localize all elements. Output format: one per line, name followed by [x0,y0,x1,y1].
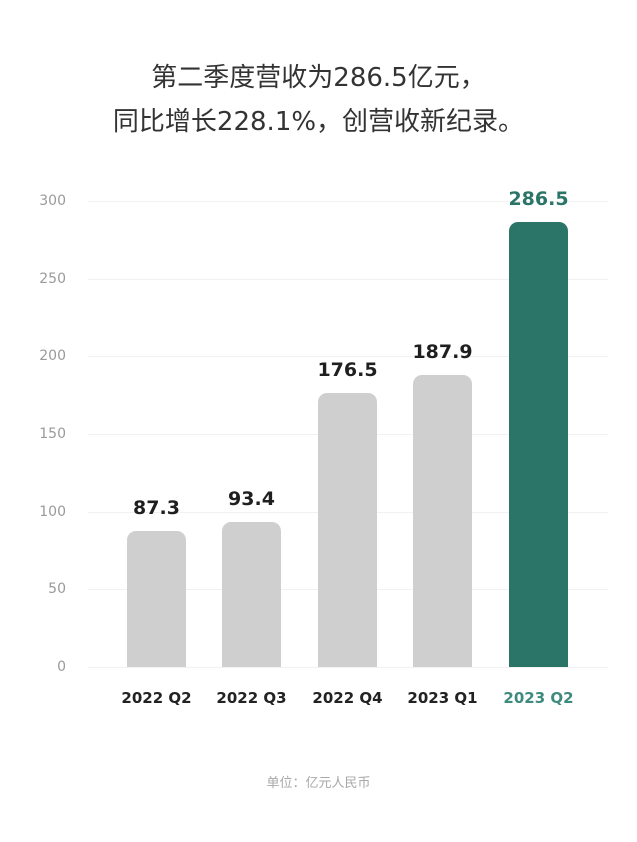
y-axis-tick: 50 [48,581,66,597]
bar-2022-q2 [127,531,186,667]
y-axis-tick: 200 [39,348,66,364]
bar-2022-q4 [318,393,377,667]
x-axis-label: 2022 Q2 [121,689,192,707]
bar-value-label: 87.3 [133,497,180,519]
y-axis-tick: 250 [39,271,66,287]
gridline [88,279,608,280]
x-axis-label: 2023 Q1 [407,689,478,707]
bar-value-label: 286.5 [508,188,569,210]
y-axis-tick: 0 [57,659,66,675]
chart-title-line-1: 第二季度营收为286.5亿元， [151,63,486,93]
gridline [88,356,608,357]
bar-2023-q1 [413,375,472,667]
unit-note: 单位：亿元人民币 [266,776,371,791]
x-axis-label: 2022 Q3 [216,689,287,707]
bar-2023-q2 [509,222,568,667]
chart-title-line-2: 同比增长228.1%，创营收新纪录。 [112,107,525,137]
bar-value-label: 176.5 [317,359,378,381]
y-axis-tick: 150 [39,426,66,442]
bar-value-label: 93.4 [228,488,275,510]
bar-2022-q3 [222,522,281,667]
y-axis-tick: 100 [39,504,66,520]
y-axis-tick: 300 [39,193,66,209]
bar-value-label: 187.9 [412,341,473,363]
x-axis-label: 2023 Q2 [503,689,574,707]
gridline [88,201,608,202]
gridline [88,667,608,668]
x-axis-label: 2022 Q4 [312,689,383,707]
